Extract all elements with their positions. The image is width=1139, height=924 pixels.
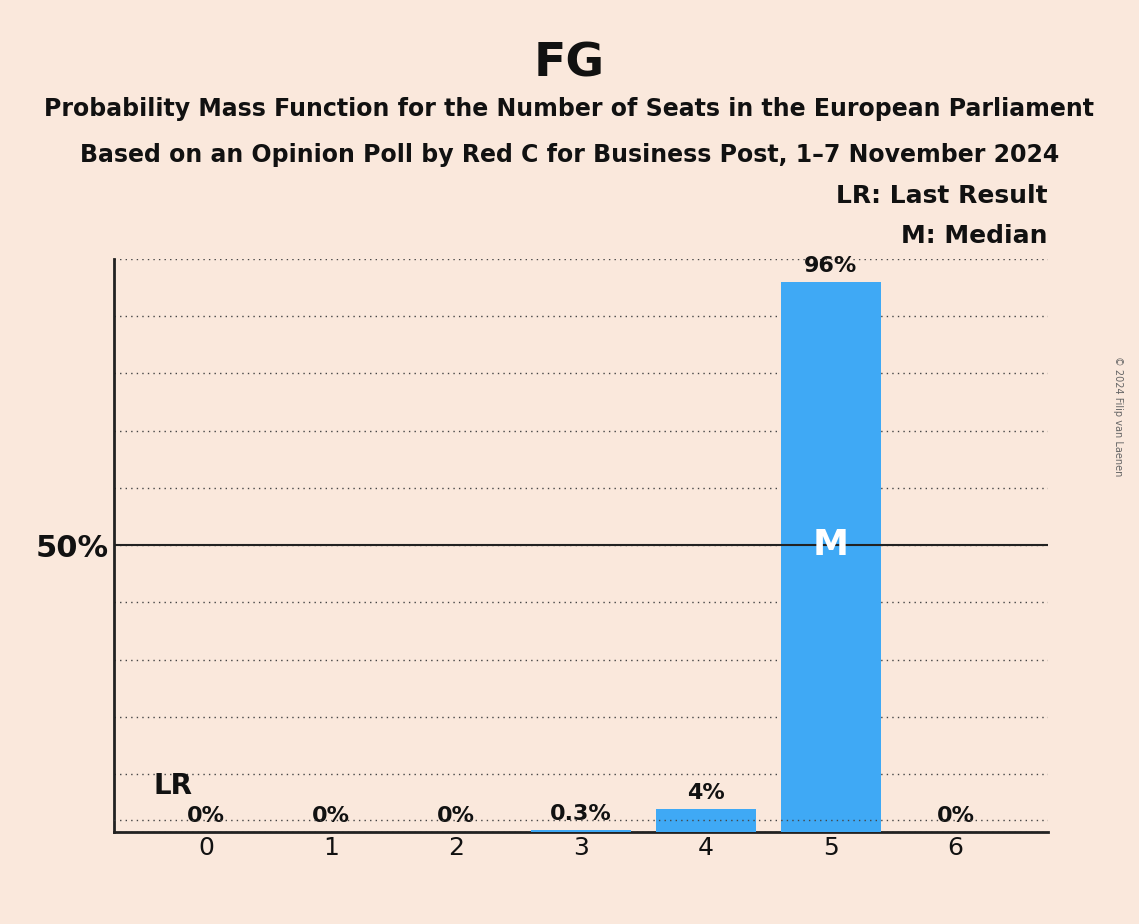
Text: M: M bbox=[812, 529, 849, 562]
Text: 0%: 0% bbox=[936, 806, 975, 826]
Text: FG: FG bbox=[534, 42, 605, 87]
Text: M: Median: M: Median bbox=[901, 225, 1048, 249]
Bar bbox=[656, 808, 755, 832]
Text: 96%: 96% bbox=[804, 256, 858, 276]
Text: 0%: 0% bbox=[312, 806, 350, 826]
Text: LR: Last Result: LR: Last Result bbox=[836, 184, 1048, 208]
Bar bbox=[780, 282, 880, 832]
Text: Based on an Opinion Poll by Red C for Business Post, 1–7 November 2024: Based on an Opinion Poll by Red C for Bu… bbox=[80, 143, 1059, 167]
Text: 0%: 0% bbox=[187, 806, 226, 826]
Text: 0%: 0% bbox=[437, 806, 475, 826]
Text: © 2024 Filip van Laenen: © 2024 Filip van Laenen bbox=[1114, 356, 1123, 476]
Bar bbox=[531, 830, 631, 832]
Text: 0.3%: 0.3% bbox=[550, 804, 612, 824]
Text: Probability Mass Function for the Number of Seats in the European Parliament: Probability Mass Function for the Number… bbox=[44, 97, 1095, 121]
Text: 4%: 4% bbox=[687, 783, 724, 803]
Text: LR: LR bbox=[154, 772, 192, 800]
